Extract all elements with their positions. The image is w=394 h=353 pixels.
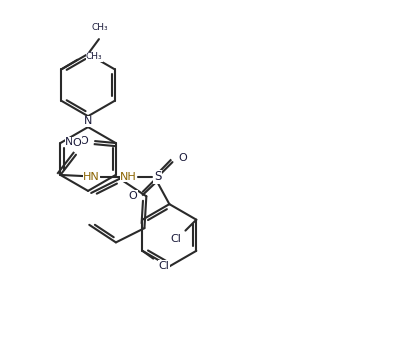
- Text: CH₃: CH₃: [91, 23, 108, 32]
- Text: Cl: Cl: [159, 261, 170, 270]
- Text: Cl: Cl: [171, 234, 182, 245]
- Text: N: N: [65, 137, 73, 147]
- Text: O: O: [178, 153, 187, 163]
- Text: S: S: [154, 170, 162, 184]
- Text: HN: HN: [83, 172, 100, 182]
- Text: O: O: [129, 191, 138, 201]
- Text: O: O: [80, 136, 88, 146]
- Text: O: O: [72, 138, 81, 148]
- Text: NH: NH: [120, 172, 137, 182]
- Text: CH₃: CH₃: [86, 52, 102, 61]
- Text: N: N: [84, 116, 92, 126]
